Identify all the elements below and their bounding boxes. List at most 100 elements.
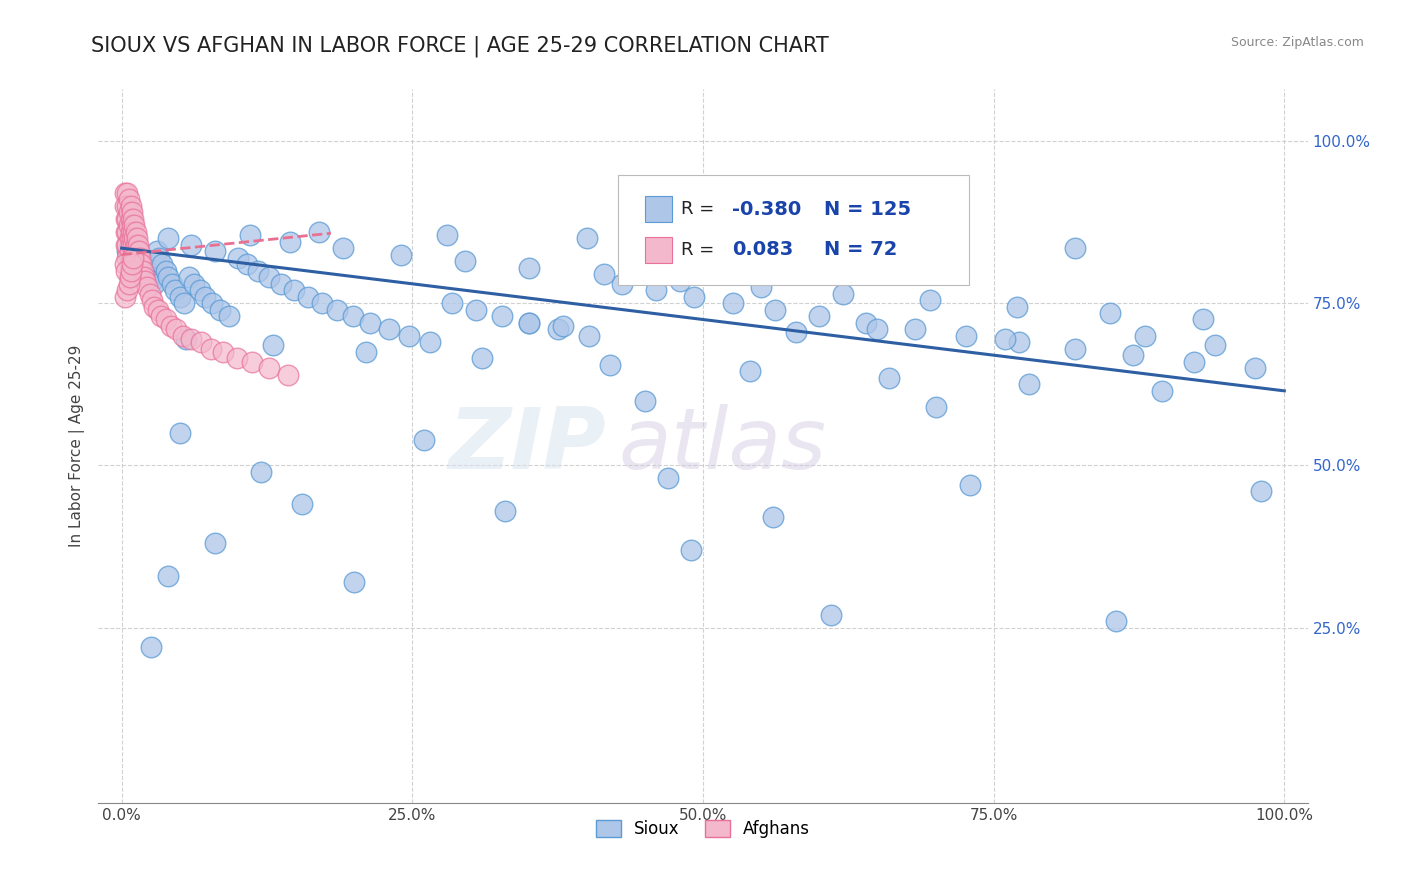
Point xyxy=(124,254,146,268)
Point xyxy=(114,199,136,213)
Point xyxy=(236,257,259,271)
Point xyxy=(682,290,704,304)
Point xyxy=(200,342,222,356)
Point xyxy=(174,332,197,346)
Point xyxy=(120,199,142,213)
Point xyxy=(143,300,166,314)
Point xyxy=(115,238,138,252)
Point xyxy=(114,290,136,304)
Point xyxy=(124,238,146,252)
Point xyxy=(118,277,141,291)
Point xyxy=(138,286,160,301)
Point xyxy=(143,277,166,291)
Point xyxy=(155,264,177,278)
Point xyxy=(1005,300,1028,314)
Point xyxy=(131,254,153,268)
Point xyxy=(645,283,668,297)
Point xyxy=(1018,377,1040,392)
Point xyxy=(360,316,382,330)
Point xyxy=(343,575,366,590)
Point xyxy=(188,283,211,297)
Point xyxy=(593,267,616,281)
Point xyxy=(118,257,141,271)
Point xyxy=(1244,361,1267,376)
Point xyxy=(114,186,136,200)
Point xyxy=(440,296,463,310)
Point xyxy=(150,310,173,324)
Point xyxy=(398,328,420,343)
Point xyxy=(183,277,205,291)
Text: Source: ZipAtlas.com: Source: ZipAtlas.com xyxy=(1230,36,1364,49)
Point xyxy=(1098,306,1121,320)
Point xyxy=(121,231,143,245)
Point xyxy=(226,251,249,265)
Point xyxy=(1133,328,1156,343)
Point xyxy=(117,238,139,252)
Point xyxy=(157,568,180,582)
Point xyxy=(129,251,152,265)
Point xyxy=(190,335,212,350)
Point xyxy=(277,368,299,382)
Point xyxy=(808,310,831,324)
Point xyxy=(378,322,401,336)
Point xyxy=(225,351,247,366)
Point xyxy=(115,264,138,278)
Point xyxy=(413,433,436,447)
Point xyxy=(114,257,136,271)
Point xyxy=(599,358,621,372)
Point xyxy=(136,280,159,294)
Point xyxy=(419,335,441,350)
Point xyxy=(1008,335,1031,350)
Point xyxy=(575,231,598,245)
Point xyxy=(1064,241,1087,255)
Point xyxy=(120,247,142,261)
FancyBboxPatch shape xyxy=(645,237,672,262)
Point xyxy=(117,225,139,239)
Point xyxy=(1204,338,1226,352)
Point xyxy=(250,465,273,479)
Point xyxy=(283,283,305,297)
Point xyxy=(657,471,679,485)
Point xyxy=(855,316,877,330)
Point xyxy=(132,267,155,281)
Point xyxy=(354,345,377,359)
Point xyxy=(959,478,981,492)
Text: R =: R = xyxy=(682,200,720,218)
Point xyxy=(471,351,494,366)
Point xyxy=(118,193,141,207)
Point xyxy=(681,542,703,557)
Point xyxy=(723,296,745,310)
Point xyxy=(180,332,202,346)
Point xyxy=(1122,348,1144,362)
Point xyxy=(124,231,146,245)
Point xyxy=(1192,312,1215,326)
Point xyxy=(342,310,364,324)
Point xyxy=(118,244,141,259)
Point xyxy=(127,251,149,265)
Point xyxy=(132,270,155,285)
Point xyxy=(124,244,146,259)
Text: N = 125: N = 125 xyxy=(824,200,911,219)
Point xyxy=(901,238,924,252)
Point xyxy=(1064,342,1087,356)
Point xyxy=(134,274,156,288)
Point xyxy=(120,211,142,226)
Point xyxy=(118,219,141,233)
Point xyxy=(131,264,153,278)
Point xyxy=(125,231,148,245)
Point xyxy=(239,228,262,243)
Point xyxy=(311,296,333,310)
Point xyxy=(259,361,281,376)
Point xyxy=(115,211,138,226)
Point xyxy=(139,640,162,654)
Point xyxy=(121,205,143,219)
FancyBboxPatch shape xyxy=(645,196,672,222)
Point xyxy=(209,302,232,317)
Point xyxy=(120,264,142,278)
Point xyxy=(173,296,195,310)
Point xyxy=(165,283,187,297)
Point xyxy=(118,231,141,245)
Point xyxy=(517,260,540,275)
Point xyxy=(326,302,349,317)
Text: SIOUX VS AFGHAN IN LABOR FORCE | AGE 25-29 CORRELATION CHART: SIOUX VS AFGHAN IN LABOR FORCE | AGE 25-… xyxy=(91,36,830,57)
